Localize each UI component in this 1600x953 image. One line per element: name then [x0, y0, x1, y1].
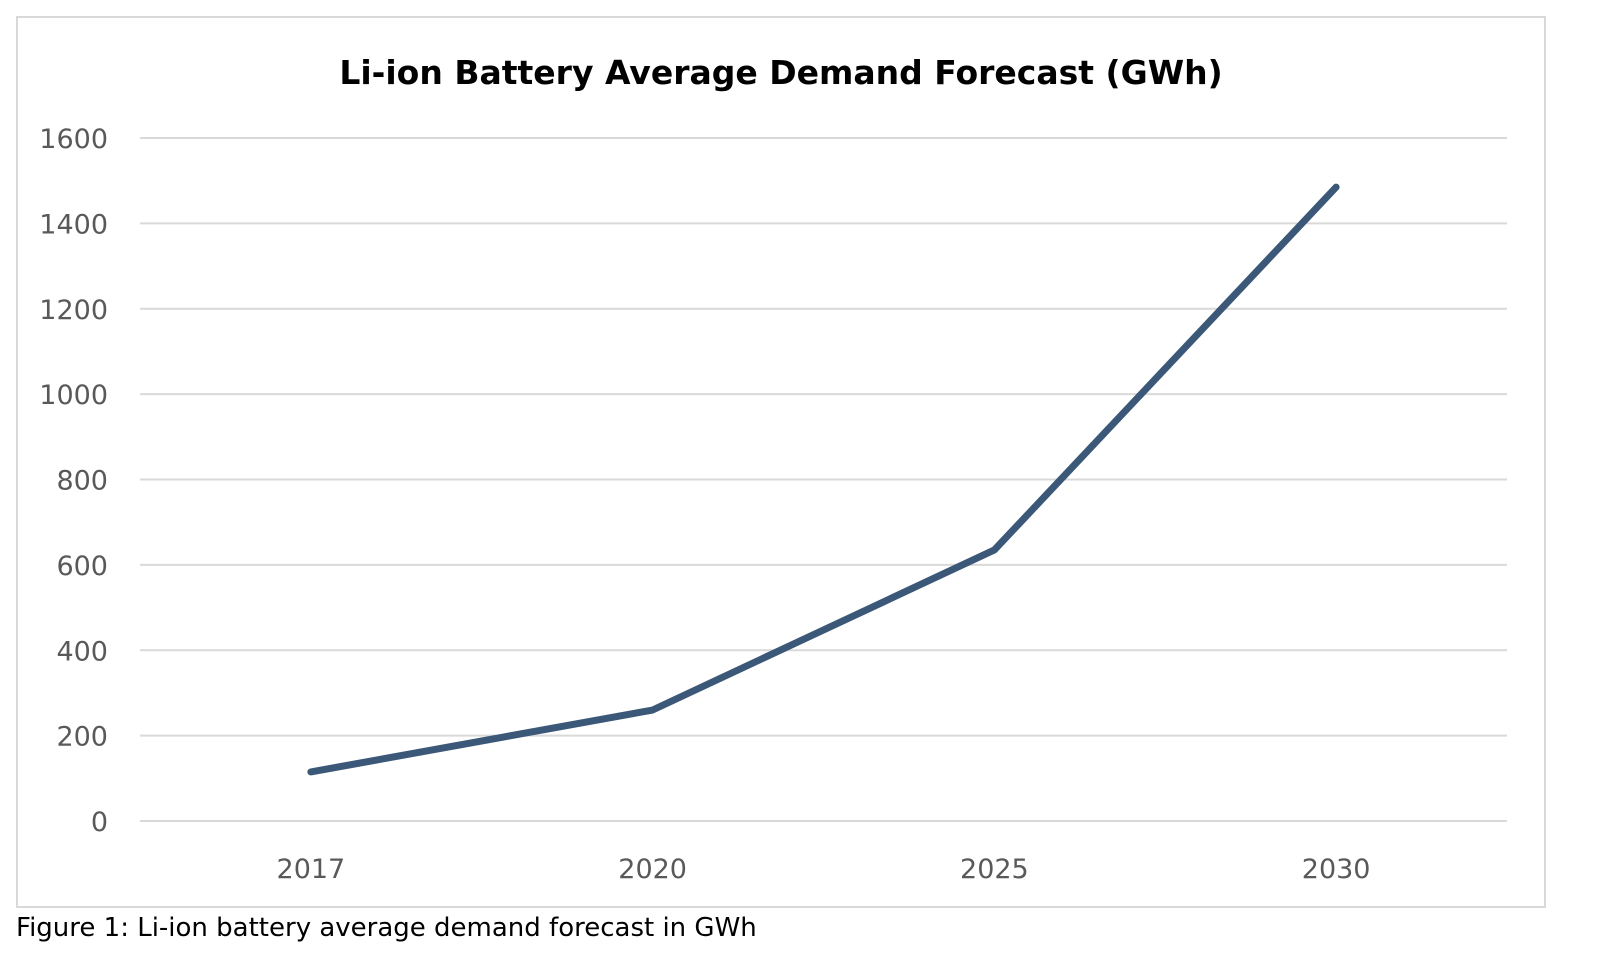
y-tick-label: 600: [56, 551, 108, 582]
figure-caption: Figure 1: Li-ion battery average demand …: [16, 913, 757, 943]
chart-title: Li-ion Battery Average Demand Forecast (…: [339, 53, 1222, 92]
y-tick-label: 1400: [39, 209, 108, 240]
x-tick-label: 2025: [960, 854, 1029, 885]
line-chart: Li-ion Battery Average Demand Forecast (…: [39, 53, 1507, 885]
y-tick-label: 800: [56, 466, 108, 497]
chart-frame: [16, 16, 1546, 908]
series-line-0: [307, 183, 1340, 776]
y-tick-label: 1200: [39, 295, 108, 326]
gridlines: [140, 137, 1507, 822]
y-axis-tick-labels: 0 200 400 600 800 1000 1200 1400 1600: [39, 124, 108, 838]
y-tick-label: 1000: [39, 380, 108, 411]
x-tick-label: 2030: [1302, 854, 1371, 885]
x-tick-label: 2017: [277, 854, 346, 885]
y-tick-label: 200: [56, 722, 108, 753]
y-tick-label: 1600: [39, 124, 108, 155]
x-axis-tick-labels: 2017 2020 2025 2030: [277, 854, 1371, 885]
y-tick-label: 400: [56, 636, 108, 667]
x-tick-label: 2020: [618, 854, 687, 885]
series-layer: [307, 183, 1340, 776]
y-tick-label: 0: [91, 807, 108, 838]
